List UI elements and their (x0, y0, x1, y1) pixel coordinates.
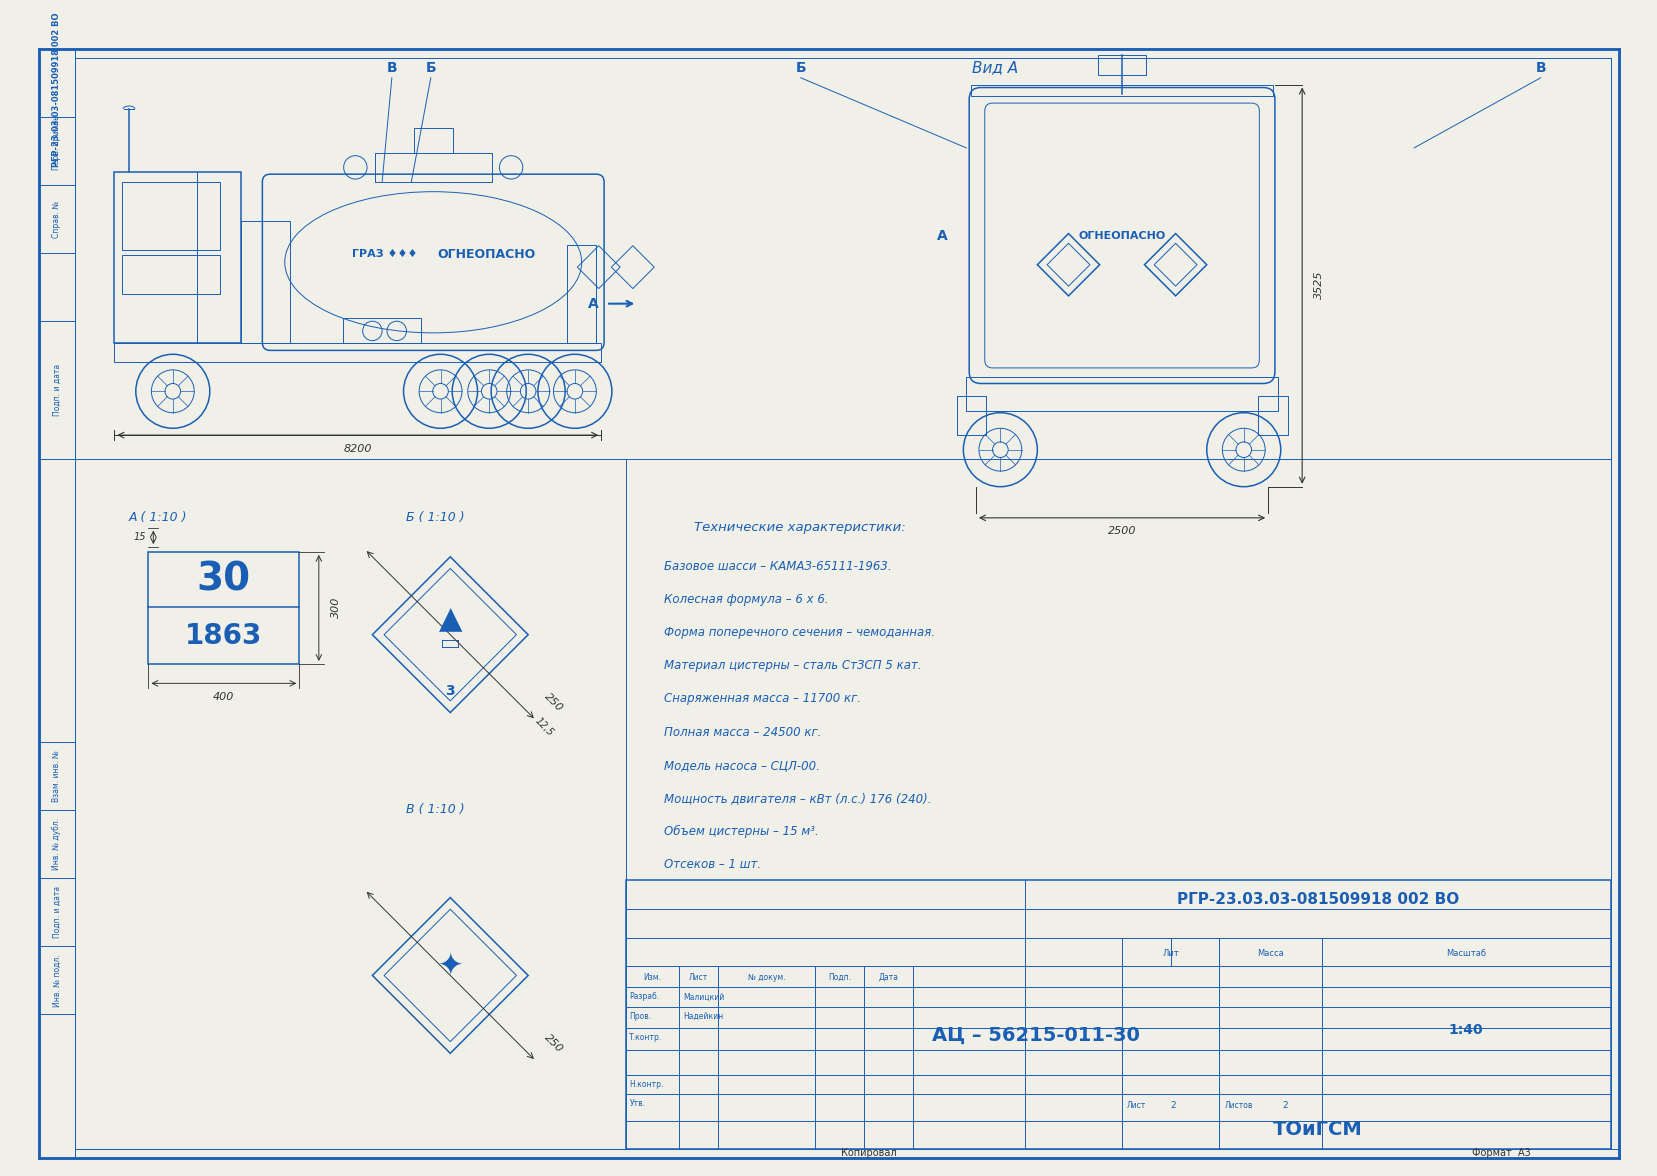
Text: Т.контр.: Т.контр. (630, 1034, 663, 1042)
Text: 12,5: 12,5 (532, 716, 555, 739)
Text: Утв.: Утв. (630, 1100, 645, 1109)
Text: В: В (386, 61, 398, 75)
Text: Разраб.: Разраб. (630, 993, 659, 1001)
Text: АЦ – 56215-011-30: АЦ – 56215-011-30 (931, 1025, 1140, 1044)
Text: 2500: 2500 (1107, 526, 1135, 535)
Text: 2: 2 (1283, 1102, 1287, 1110)
Bar (343, 319, 421, 342)
Text: Лист: Лист (689, 973, 708, 982)
Text: ОГНЕОПАСНО: ОГНЕОПАСНО (1077, 230, 1165, 241)
Text: 15: 15 (133, 533, 146, 542)
Text: РГР-23.03.03-081509918 002 ВО: РГР-23.03.03-081509918 002 ВО (53, 12, 61, 167)
Text: Лист: Лист (1127, 1102, 1145, 1110)
Bar (114, 172, 240, 342)
Text: РГР-23.03.03-081509918 002 ВО: РГР-23.03.03-081509918 002 ВО (1176, 893, 1458, 907)
Text: 8200: 8200 (343, 443, 371, 454)
Text: Форма поперечного сечения – чемоданная.: Форма поперечного сечения – чемоданная. (664, 627, 935, 640)
Text: В: В (1534, 61, 1544, 75)
Text: Перв. примен.: Перв. примен. (53, 113, 61, 169)
Bar (971, 85, 1273, 96)
Text: 400: 400 (212, 691, 234, 702)
Text: Справ. №: Справ. № (53, 200, 61, 238)
Text: Лит: Лит (1162, 949, 1178, 957)
Bar (123, 255, 219, 294)
Text: 30: 30 (196, 560, 250, 599)
Text: 1:40: 1:40 (1448, 1023, 1481, 1037)
Text: В ( 1:10 ): В ( 1:10 ) (406, 803, 466, 816)
Text: 2: 2 (1170, 1102, 1176, 1110)
Text: Масштаб: Масштаб (1445, 949, 1485, 957)
Text: Объем цистерны – 15 м³.: Объем цистерны – 15 м³. (664, 824, 819, 837)
Text: Снаряженная масса – 11700 кг.: Снаряженная масса – 11700 кг. (664, 693, 862, 706)
Text: А ( 1:10 ): А ( 1:10 ) (129, 512, 187, 524)
Text: Б: Б (795, 61, 805, 75)
Text: Технические характеристики:: Технические характеристики: (693, 521, 905, 534)
Text: Н.контр.: Н.контр. (630, 1080, 663, 1089)
Text: Колесная формула – 6 х 6.: Колесная формула – 6 х 6. (664, 593, 828, 606)
Text: Подп. и дата: Подп. и дата (53, 886, 61, 938)
Text: ТОиГСМ: ТОиГСМ (1273, 1120, 1362, 1138)
Text: № докум.: № докум. (747, 973, 785, 982)
Text: 250: 250 (542, 691, 565, 714)
Text: Мощность двигателя – кВт (л.с.) 176 (240).: Мощность двигателя – кВт (л.с.) 176 (240… (664, 791, 931, 804)
Text: Дата: Дата (878, 973, 898, 982)
Bar (966, 376, 1278, 410)
Text: А: А (588, 296, 598, 310)
Bar (956, 396, 986, 435)
Text: Малицкий: Малицкий (683, 993, 724, 1001)
Text: 3: 3 (446, 684, 454, 699)
Text: Отсеков – 1 шт.: Отсеков – 1 шт. (664, 858, 761, 871)
Text: Б ( 1:10 ): Б ( 1:10 ) (406, 512, 466, 524)
Text: 1863: 1863 (184, 622, 262, 649)
Text: Вид А: Вид А (973, 60, 1017, 75)
Text: Копировал: Копировал (840, 1148, 896, 1157)
Text: Подп.: Подп. (827, 973, 850, 982)
Bar (114, 342, 601, 362)
Bar (414, 128, 452, 153)
Text: Изм.: Изм. (643, 973, 661, 982)
Text: ✦: ✦ (437, 951, 462, 981)
Text: Масса: Масса (1256, 949, 1283, 957)
Text: Модель насоса – СЦЛ-00.: Модель насоса – СЦЛ-00. (664, 759, 820, 771)
Bar (240, 221, 290, 342)
Text: Инв. № подл.: Инв. № подл. (53, 954, 61, 1007)
Bar (149, 552, 300, 664)
Text: Полная масса – 24500 кг.: Полная масса – 24500 кг. (664, 726, 822, 739)
Text: Б: Б (426, 61, 436, 75)
Text: Формат  А3: Формат А3 (1471, 1148, 1529, 1157)
Text: Базовое шасси – КАМАЗ-65111-1963.: Базовое шасси – КАМАЗ-65111-1963. (664, 560, 891, 573)
Bar (374, 153, 492, 182)
Text: Листов: Листов (1223, 1102, 1253, 1110)
Text: 300: 300 (330, 596, 340, 619)
Bar (567, 246, 597, 342)
Text: Материал цистерны – сталь СтЗСП 5 кат.: Материал цистерны – сталь СтЗСП 5 кат. (664, 660, 921, 673)
Text: Пров.: Пров. (630, 1011, 651, 1021)
Bar (625, 880, 1611, 1149)
Text: 3525: 3525 (1312, 270, 1322, 300)
Text: 250: 250 (542, 1033, 565, 1055)
Bar (1097, 55, 1145, 75)
Text: ГРАЗ ♦♦♦: ГРАЗ ♦♦♦ (351, 249, 418, 260)
Text: Надейкин: Надейкин (683, 1011, 722, 1021)
Text: Взам. инв. №: Взам. инв. № (53, 750, 61, 802)
Bar (123, 182, 219, 250)
Text: ▲: ▲ (437, 606, 462, 635)
Text: Подп. и дата: Подп. и дата (53, 365, 61, 416)
Text: Инв. № дубл.: Инв. № дубл. (53, 818, 61, 870)
Text: А: А (936, 228, 946, 242)
Text: ОГНЕОПАСНО: ОГНЕОПАСНО (437, 248, 535, 261)
Bar (1258, 396, 1287, 435)
